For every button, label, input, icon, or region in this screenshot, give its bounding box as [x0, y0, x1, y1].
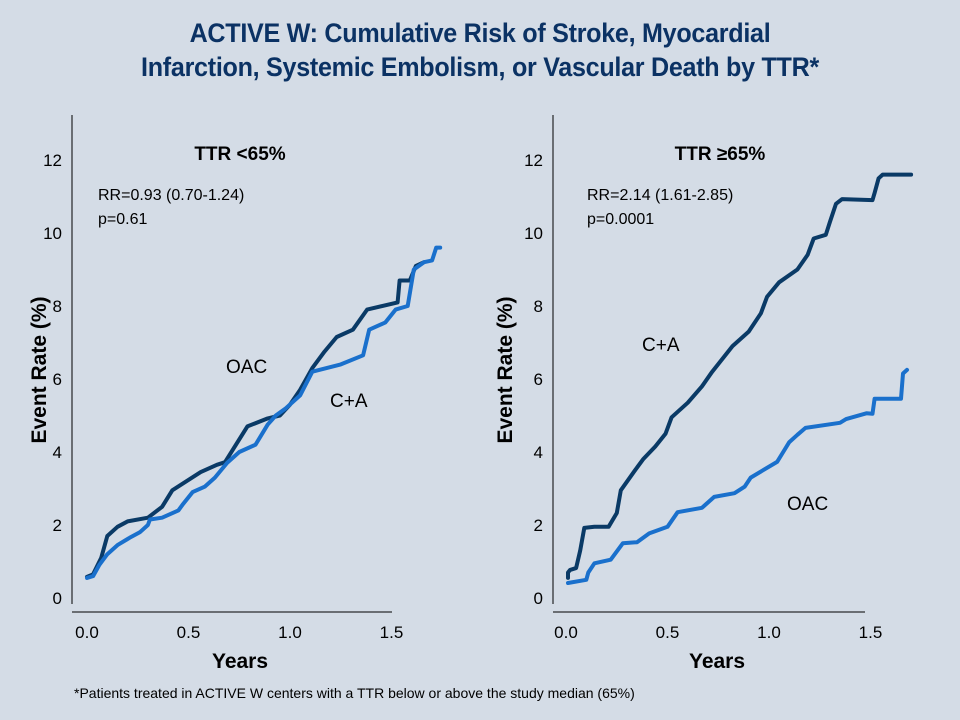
y-tick-label: 12 [524, 151, 543, 170]
y-tick-label: 6 [534, 370, 543, 389]
footnote: *Patients treated in ACTIVE W centers wi… [74, 685, 635, 701]
y-tick-label: 10 [524, 224, 543, 243]
series-label-oac: OAC [226, 357, 267, 378]
slide-title-line-2: Infarction, Systemic Embolism, or Vascul… [141, 52, 819, 82]
series-label-c-plus-a: C+A [330, 391, 368, 412]
relative-risk-annotation: RR=0.93 (0.70-1.24) [98, 187, 244, 204]
y-tick-label: 0 [534, 589, 543, 608]
series-line-oac [566, 367, 909, 585]
panel-title: TTR ≥65% [675, 144, 766, 165]
x-tick-labels: 0.0 0.5 1.0 1.5 [75, 623, 403, 642]
series-label-oac: OAC [787, 494, 828, 515]
x-tick-label: 1.5 [380, 623, 404, 642]
series-label-c-plus-a: C+A [642, 335, 680, 356]
y-tick-label: 8 [53, 297, 62, 316]
panel-title: TTR <65% [194, 144, 285, 165]
x-tick-label: 1.0 [278, 623, 302, 642]
x-tick-label: 0.5 [177, 623, 201, 642]
p-value-annotation: p=0.0001 [587, 211, 654, 228]
y-tick-labels: 0 2 4 6 8 10 12 [43, 151, 62, 608]
x-tick-label: 0.5 [656, 623, 680, 642]
series-line-oac [85, 260, 426, 579]
series-lines [85, 245, 443, 580]
chart-panel-ttr-at-least-65: 0 2 4 6 8 10 12 0.0 0.5 1.0 1.5 Event Rate (%) Ye… [494, 115, 914, 673]
x-tick-label: 1.5 [859, 623, 883, 642]
x-tick-label: 0.0 [554, 623, 578, 642]
y-tick-label: 4 [534, 443, 543, 462]
y-tick-labels: 0 2 4 6 8 10 12 [524, 151, 543, 608]
p-value-annotation: p=0.61 [98, 211, 147, 228]
y-tick-label: 6 [53, 370, 62, 389]
y-tick-label: 10 [43, 224, 62, 243]
y-tick-label: 8 [534, 297, 543, 316]
y-tick-label: 4 [53, 443, 62, 462]
x-tick-labels: 0.0 0.5 1.0 1.5 [554, 623, 882, 642]
series-line-c-plus-a [85, 245, 443, 580]
series-lines [566, 172, 914, 585]
y-tick-label: 0 [53, 589, 62, 608]
y-axis-label: Event Rate (%) [28, 296, 51, 443]
slide-title: ACTIVE W: Cumulative Risk of Stroke, Myo… [34, 16, 927, 84]
x-tick-label: 0.0 [75, 623, 99, 642]
y-tick-label: 2 [53, 516, 62, 535]
slide-title-line-1: ACTIVE W: Cumulative Risk of Stroke, Myo… [189, 18, 771, 48]
y-tick-label: 12 [43, 151, 62, 170]
series-line-c-plus-a [566, 172, 914, 580]
x-axis-label: Years [689, 650, 745, 673]
x-tick-label: 1.0 [757, 623, 781, 642]
y-tick-label: 2 [534, 516, 543, 535]
x-axis-label: Years [212, 650, 268, 673]
relative-risk-annotation: RR=2.14 (1.61-2.85) [587, 187, 733, 204]
y-axis-label: Event Rate (%) [494, 296, 517, 443]
chart-panel-ttr-below-65: 0 2 4 6 8 10 12 0.0 0.5 1.0 1.5 Event Rate (%) Ye… [28, 115, 443, 673]
